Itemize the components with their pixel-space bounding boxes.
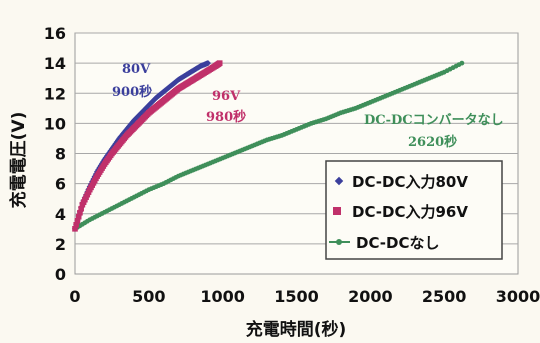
data-point <box>73 221 80 228</box>
data-point <box>75 213 82 220</box>
legend-marker-80v <box>334 176 344 186</box>
annotation-no-dcdc-line1: DC-DCコンバータなし <box>364 113 504 128</box>
x-tick-label: 500 <box>132 287 165 306</box>
y-tick-label: 14 <box>44 54 66 73</box>
annotation-no-dcdc: DC-DCコンバータなし 2620秒 <box>364 113 504 150</box>
data-point <box>204 60 212 67</box>
x-tick-label: 1500 <box>274 287 319 306</box>
annotation-80v: 80V 900秒 <box>112 62 152 100</box>
legend-box <box>325 160 503 260</box>
series-layer <box>71 60 465 232</box>
y-tick-label: 4 <box>55 205 66 224</box>
annotation-96v: 96V 980秒 <box>206 89 246 125</box>
series-2 <box>72 60 465 232</box>
x-tick-label: 2000 <box>348 287 393 306</box>
legend-marker-96v <box>333 207 341 215</box>
y-tick-label: 16 <box>44 24 66 43</box>
legend-item-96v: DC-DC入力96V <box>333 203 468 221</box>
y-tick-label: 10 <box>44 114 66 133</box>
y-tick-label: 8 <box>55 145 66 164</box>
data-point <box>77 209 83 216</box>
legend: DC-DC入力80V DC-DC入力96V DC-DCなし <box>325 160 503 260</box>
y-tick-label: 2 <box>55 235 66 254</box>
x-tick-label: 1000 <box>200 287 245 306</box>
legend-label-96v: DC-DC入力96V <box>352 203 468 221</box>
y-tick-label: 12 <box>44 84 66 103</box>
data-point <box>78 205 84 212</box>
annotation-80v-line1: 80V <box>122 62 151 77</box>
annotation-96v-line1: 96V <box>212 89 241 104</box>
legend-marker-no-dcdc <box>336 239 342 245</box>
legend-item-no-dcdc: DC-DCなし <box>329 234 440 252</box>
y-tick-label: 0 <box>55 265 66 284</box>
tick-labels: 0 2 4 6 8 10 12 14 16 0 500 1000 1500 2000 2500 3000 <box>44 24 540 306</box>
legend-label-no-dcdc: DC-DCなし <box>356 234 440 252</box>
data-point <box>459 60 465 66</box>
x-tick-label: 0 <box>69 287 80 306</box>
y-axis-label: 充電電圧(V) <box>8 112 29 209</box>
x-tick-label: 2500 <box>422 287 467 306</box>
data-point <box>74 217 81 224</box>
annotation-no-dcdc-line2: 2620秒 <box>408 134 457 150</box>
annotation-96v-line2: 980秒 <box>206 109 246 125</box>
annotation-80v-line2: 900秒 <box>112 84 152 100</box>
x-tick-label: 3000 <box>496 287 540 306</box>
data-point <box>216 60 223 66</box>
data-point <box>72 226 78 232</box>
legend-label-80v: DC-DC入力80V <box>352 173 468 191</box>
series-1 <box>72 60 223 232</box>
legend-item-80v: DC-DC入力80V <box>334 173 468 191</box>
y-tick-label: 6 <box>55 175 66 194</box>
x-axis-label: 充電時間(秒) <box>246 319 347 340</box>
